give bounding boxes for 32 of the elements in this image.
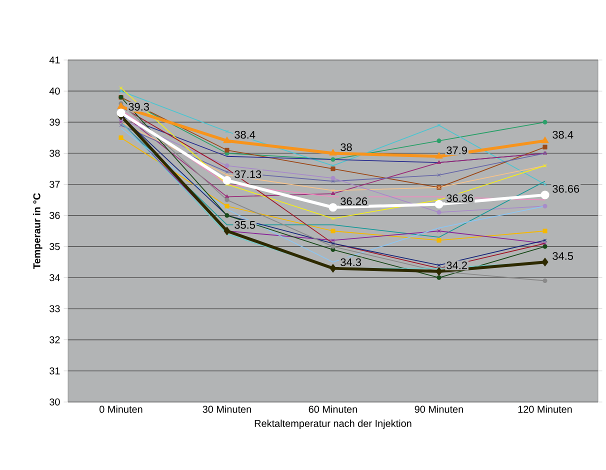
x-tick-label: 90 Minuten (414, 406, 463, 413)
y-tick-label: 40 (49, 88, 60, 95)
data-label: 36.66 (552, 184, 580, 193)
y-tick-label: 36 (50, 212, 60, 219)
data-label: 39.3 (128, 102, 150, 111)
data-label: 37.9 (446, 146, 467, 154)
data-label: 34.3 (340, 258, 362, 266)
x-tick-label: 30 Minuten (202, 406, 251, 413)
y-tick-label: 37 (50, 180, 60, 188)
data-label: 34.2 (446, 261, 467, 270)
data-label: 35.5 (234, 221, 256, 229)
y-tick-label: 30 (50, 398, 60, 406)
y-tick-label: 31 (50, 367, 60, 374)
data-label: 38.4 (234, 130, 256, 139)
data-label: 36.26 (340, 197, 368, 206)
y-axis-title: Temperaur in °C (33, 193, 42, 270)
data-label: 38.4 (552, 130, 574, 139)
data-label: 37.13 (234, 170, 262, 178)
x-axis-title: Rektaltemperatur nach der Injektion (254, 420, 412, 429)
y-tick-label: 32 (50, 336, 60, 344)
data-label: 34.5 (552, 252, 574, 260)
data-label: 38 (340, 143, 352, 152)
y-tick-label: 41 (49, 56, 60, 64)
y-tick-label: 39 (50, 118, 60, 126)
x-tick-label: 0 Minuten (100, 406, 142, 413)
y-tick-label: 33 (50, 305, 60, 312)
y-tick-label: 35 (50, 243, 60, 250)
y-tick-label: 34 (50, 274, 60, 282)
y-tick-label: 38 (50, 150, 60, 157)
x-tick-label: 60 Minuten (308, 406, 357, 413)
x-tick-label: 120 Minuten (518, 406, 572, 413)
data-label: 36.36 (446, 194, 474, 202)
